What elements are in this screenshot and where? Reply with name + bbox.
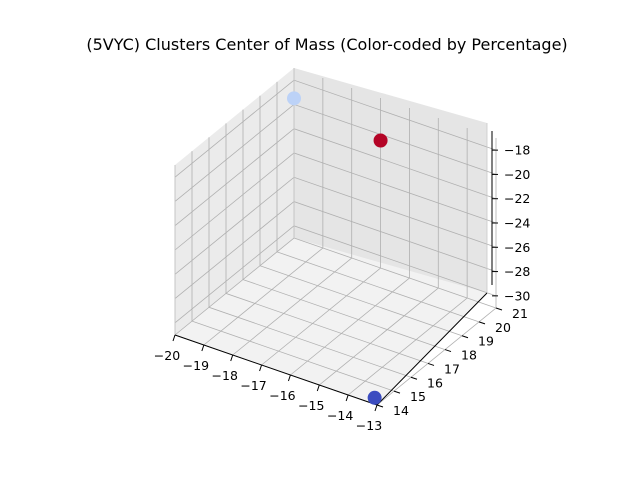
y-gridline <box>276 81 480 323</box>
axis-lines <box>174 131 493 406</box>
x-tick-label: −20 <box>154 348 180 363</box>
floor-pane <box>175 238 487 405</box>
x-tick-label: −14 <box>327 408 353 423</box>
tick-marks: −20−19−18−17−16−15−14−131415161718192021… <box>154 143 531 433</box>
y-tick-mark <box>427 362 435 366</box>
x-tick-mark <box>374 404 378 412</box>
x-axis-line <box>174 334 378 406</box>
y-tick-label: 19 <box>478 334 494 349</box>
z-tick-label: −30 <box>504 288 530 303</box>
y-tick-mark <box>444 349 452 353</box>
y-tick-mark <box>495 307 503 311</box>
x-tick-label: −19 <box>183 358 209 373</box>
y-gridline <box>259 95 463 337</box>
scatter-point <box>373 133 388 148</box>
y-tick-mark <box>461 335 469 339</box>
x-tick-mark <box>201 344 205 352</box>
x-tick-mark <box>172 334 176 342</box>
y-tick-label: 16 <box>427 375 443 390</box>
y-tick-label: 18 <box>461 348 477 363</box>
x-tick-label: −16 <box>269 388 295 403</box>
z-tick-label: −24 <box>504 216 530 231</box>
x-tick-mark <box>316 384 320 392</box>
y-gridline <box>242 109 446 350</box>
scatter-point <box>367 390 382 405</box>
chart-title: (5VYC) Clusters Center of Mass (Color-co… <box>86 35 567 54</box>
y-axis-line <box>376 292 488 406</box>
y-gridline <box>208 137 412 378</box>
x-tick-label: −17 <box>240 378 266 393</box>
scatter-point <box>287 91 301 106</box>
y-tick-mark <box>478 321 486 325</box>
z-tick-label: −18 <box>504 143 530 158</box>
x-tick-mark <box>287 374 291 382</box>
y-tick-label: 21 <box>512 306 528 321</box>
data-points <box>287 91 388 405</box>
y-tick-label: 17 <box>444 361 460 376</box>
x-tick-mark <box>259 364 263 372</box>
y-tick-mark <box>410 376 418 380</box>
z-tick-label: −26 <box>504 240 530 255</box>
x-tick-mark <box>230 354 234 362</box>
y-gridline <box>225 123 429 364</box>
y-tick-label: 20 <box>495 320 511 335</box>
y-tick-mark <box>376 404 384 408</box>
x-tick-label: −15 <box>298 398 324 413</box>
y-tick-mark <box>393 390 401 394</box>
x-tick-mark <box>345 394 349 402</box>
back-wall-pane <box>294 68 487 293</box>
y-tick-label: 14 <box>393 403 409 418</box>
z-tick-label: −28 <box>504 264 530 279</box>
x-tick-label: −13 <box>356 418 382 433</box>
y-gridline <box>191 151 395 392</box>
z-tick-label: −22 <box>504 191 530 206</box>
x-tick-label: −18 <box>212 368 238 383</box>
z-tick-label: −20 <box>504 167 530 182</box>
axes-panes <box>175 68 487 405</box>
y-tick-label: 15 <box>410 389 426 404</box>
